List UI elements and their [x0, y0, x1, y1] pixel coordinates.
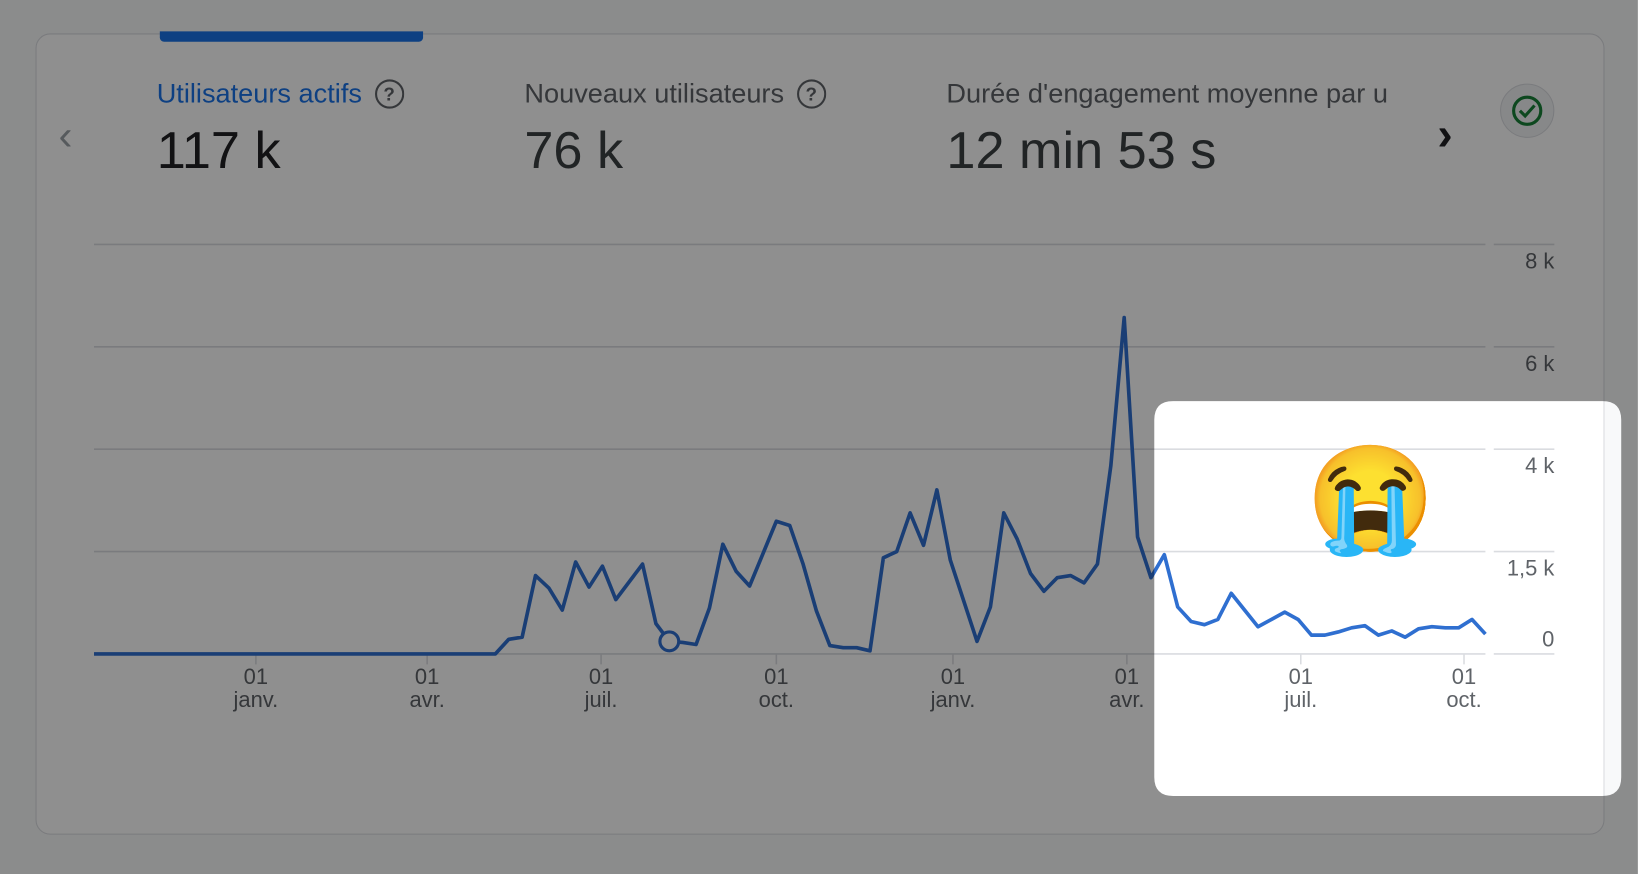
- y-tick-label: 0: [1542, 627, 1554, 652]
- metric-tab[interactable]: Utilisateurs actifs? 117 k: [157, 77, 404, 180]
- y-tick-label: 1,5 k: [1507, 556, 1555, 581]
- tab-label: Durée d'engagement moyenne par u: [946, 77, 1412, 109]
- x-tick-label: 01 oct.: [1446, 665, 1482, 713]
- active-tab-indicator: [159, 31, 424, 42]
- tab-value: 117 k: [157, 120, 404, 181]
- x-tick-label: 01 juil.: [559, 666, 643, 712]
- status-check[interactable]: [1500, 83, 1555, 138]
- tab-value: 76 k: [524, 120, 825, 181]
- x-tick-label: 01 juil.: [1284, 665, 1318, 713]
- check-icon: [1512, 95, 1543, 126]
- x-tick-label: 01 oct.: [735, 666, 819, 712]
- metric-tab[interactable]: Nouveaux utilisateurs? 76 k: [524, 77, 826, 181]
- emoji-annotation: 😭: [1305, 440, 1436, 558]
- y-tick-label: 4 k: [1525, 453, 1554, 478]
- x-tick-label: 01 janv.: [911, 666, 995, 712]
- y-tick-label: 6 k: [1525, 351, 1554, 376]
- y-tick-label: 8 k: [1525, 248, 1554, 273]
- tab-value: 12 min 53 s: [946, 120, 1412, 181]
- x-tick-label: 01 janv.: [214, 666, 298, 712]
- data-line: [94, 315, 1487, 656]
- x-tick-label: 01 avr.: [385, 666, 469, 712]
- help-icon[interactable]: ?: [374, 79, 404, 109]
- hover-point: [658, 630, 681, 653]
- x-tick-label: 01 avr.: [1085, 666, 1169, 712]
- tab-label: Utilisateurs actifs: [157, 77, 362, 108]
- prev-arrow[interactable]: ‹: [58, 113, 72, 160]
- tab-label: Nouveaux utilisateurs: [524, 77, 784, 108]
- help-icon[interactable]: ?: [796, 79, 826, 109]
- next-arrow[interactable]: ›: [1437, 109, 1452, 161]
- card: [35, 33, 1605, 835]
- metric-tab[interactable]: Durée d'engagement moyenne par u 12 min …: [946, 77, 1412, 180]
